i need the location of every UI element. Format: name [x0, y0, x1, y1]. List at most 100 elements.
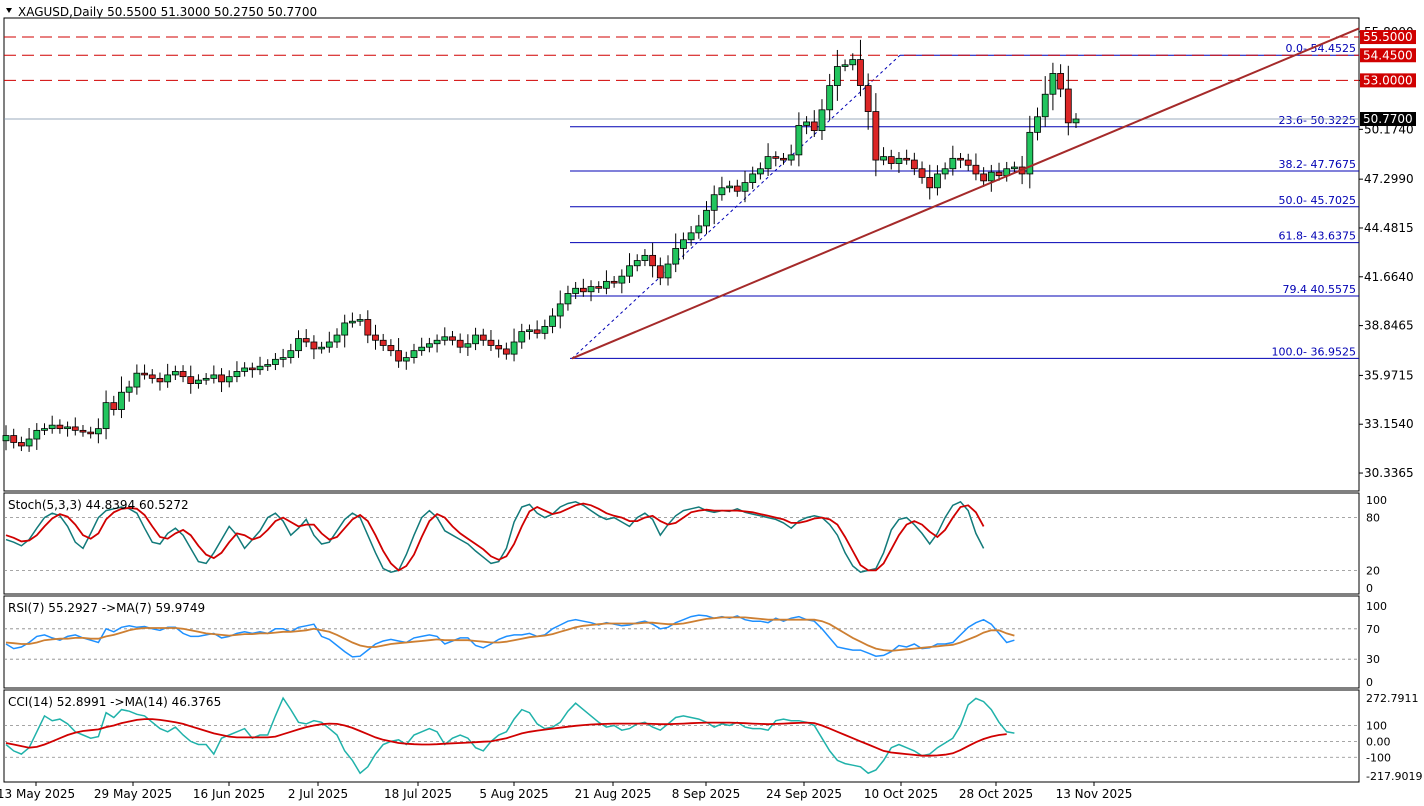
- bear-candle: [311, 342, 317, 349]
- bear-candle: [372, 335, 378, 340]
- rsi-tick-label: 100: [1366, 600, 1387, 613]
- bull-candle: [126, 387, 132, 392]
- bear-candle: [904, 158, 910, 160]
- cci-tick-label: 272.7911: [1366, 692, 1419, 705]
- bear-candle: [219, 375, 225, 382]
- bull-candle: [334, 335, 340, 342]
- bull-candle: [950, 158, 956, 168]
- bull-candle: [419, 347, 425, 350]
- stoch-tick-label: 80: [1366, 512, 1380, 525]
- time-tick-label: 28 Oct 2025: [959, 787, 1033, 801]
- bull-candle: [796, 125, 802, 154]
- fib-level-label: 50.0- 45.7025: [1279, 194, 1356, 207]
- bear-candle: [965, 160, 971, 165]
- cci-tick-label: -100: [1366, 751, 1391, 764]
- bear-candle: [811, 122, 817, 131]
- bull-candle: [1035, 117, 1041, 133]
- bull-candle: [627, 266, 633, 276]
- bull-candle: [988, 172, 994, 181]
- bear-candle: [973, 165, 979, 174]
- bull-candle: [49, 425, 55, 428]
- cci-tick-label: 100: [1366, 719, 1387, 732]
- bear-candle: [919, 169, 925, 178]
- bull-candle: [411, 351, 417, 358]
- bull-candle: [288, 351, 294, 358]
- bear-candle: [927, 177, 933, 187]
- price-tick-label: 47.2990: [1364, 172, 1414, 186]
- bear-candle: [380, 340, 386, 345]
- bull-candle: [619, 276, 625, 283]
- price-label-text: 50.7700: [1363, 112, 1413, 126]
- bear-candle: [365, 319, 371, 335]
- bull-candle: [881, 157, 887, 160]
- bull-candle: [319, 347, 325, 349]
- bull-candle: [511, 342, 517, 354]
- bull-candle: [896, 158, 902, 163]
- bull-candle: [573, 288, 579, 293]
- bull-candle: [642, 255, 648, 260]
- bull-candle: [704, 210, 710, 226]
- bear-candle: [111, 403, 117, 410]
- bull-candle: [3, 436, 9, 441]
- time-tick-label: 13 Nov 2025: [1056, 787, 1133, 801]
- bear-candle: [149, 375, 155, 378]
- bull-candle: [34, 430, 40, 439]
- stoch-title: Stoch(5,3,3) 44.8394 60.5272: [8, 498, 189, 512]
- price-tick-label: 38.8465: [1364, 319, 1414, 333]
- bear-candle: [734, 186, 740, 191]
- bear-candle: [611, 281, 617, 283]
- time-tick-label: 10 Oct 2025: [864, 787, 938, 801]
- bear-candle: [958, 158, 964, 160]
- time-tick-label: 8 Sep 2025: [672, 787, 740, 801]
- bull-candle: [242, 368, 248, 371]
- stoch-tick-label: 20: [1366, 564, 1380, 577]
- stoch-tick-label: 100: [1366, 494, 1387, 507]
- bear-candle: [449, 337, 455, 340]
- bull-candle: [434, 340, 440, 343]
- price-tick-label: 41.6640: [1364, 270, 1414, 284]
- bear-candle: [249, 368, 255, 370]
- bull-candle: [349, 321, 355, 323]
- bull-candle: [765, 157, 771, 169]
- bull-candle: [26, 439, 32, 446]
- bull-candle: [819, 110, 825, 131]
- price-tick-label: 33.1540: [1364, 417, 1414, 431]
- rsi-tick-label: 70: [1366, 623, 1380, 636]
- fib-level-label: 61.8- 43.6375: [1279, 230, 1356, 243]
- bear-candle: [142, 373, 148, 375]
- cci-title: CCI(14) 52.8991 ->MA(14) 46.3765: [8, 695, 221, 709]
- bull-candle: [473, 335, 479, 344]
- fib-level-label: 38.2- 47.7675: [1279, 158, 1356, 171]
- bear-candle: [496, 345, 502, 348]
- bull-candle: [280, 358, 286, 360]
- fib-level-label: 23.6- 50.3225: [1279, 114, 1356, 127]
- bull-candle: [727, 186, 733, 188]
- bear-candle: [650, 255, 656, 265]
- bear-candle: [503, 349, 509, 354]
- bull-candle: [827, 86, 833, 110]
- bull-candle: [226, 377, 232, 382]
- bull-candle: [357, 319, 363, 321]
- bear-candle: [303, 339, 309, 342]
- bull-candle: [95, 429, 101, 434]
- bear-candle: [480, 335, 486, 340]
- bull-candle: [342, 323, 348, 335]
- stoch-tick-label: 0: [1366, 582, 1373, 595]
- bull-candle: [519, 332, 525, 342]
- bull-candle: [542, 326, 548, 333]
- bull-candle: [1011, 167, 1017, 169]
- bear-candle: [873, 112, 879, 161]
- time-tick-label: 5 Aug 2025: [479, 787, 548, 801]
- bull-candle: [788, 155, 794, 160]
- bear-candle: [488, 340, 494, 345]
- bull-candle: [680, 240, 686, 249]
- bear-candle: [157, 378, 163, 381]
- cci-tick-label: 0.00: [1366, 735, 1391, 748]
- bear-candle: [780, 158, 786, 160]
- bull-candle: [118, 392, 124, 409]
- bull-candle: [134, 373, 140, 387]
- bull-candle: [942, 169, 948, 174]
- rsi-tick-label: 30: [1366, 653, 1380, 666]
